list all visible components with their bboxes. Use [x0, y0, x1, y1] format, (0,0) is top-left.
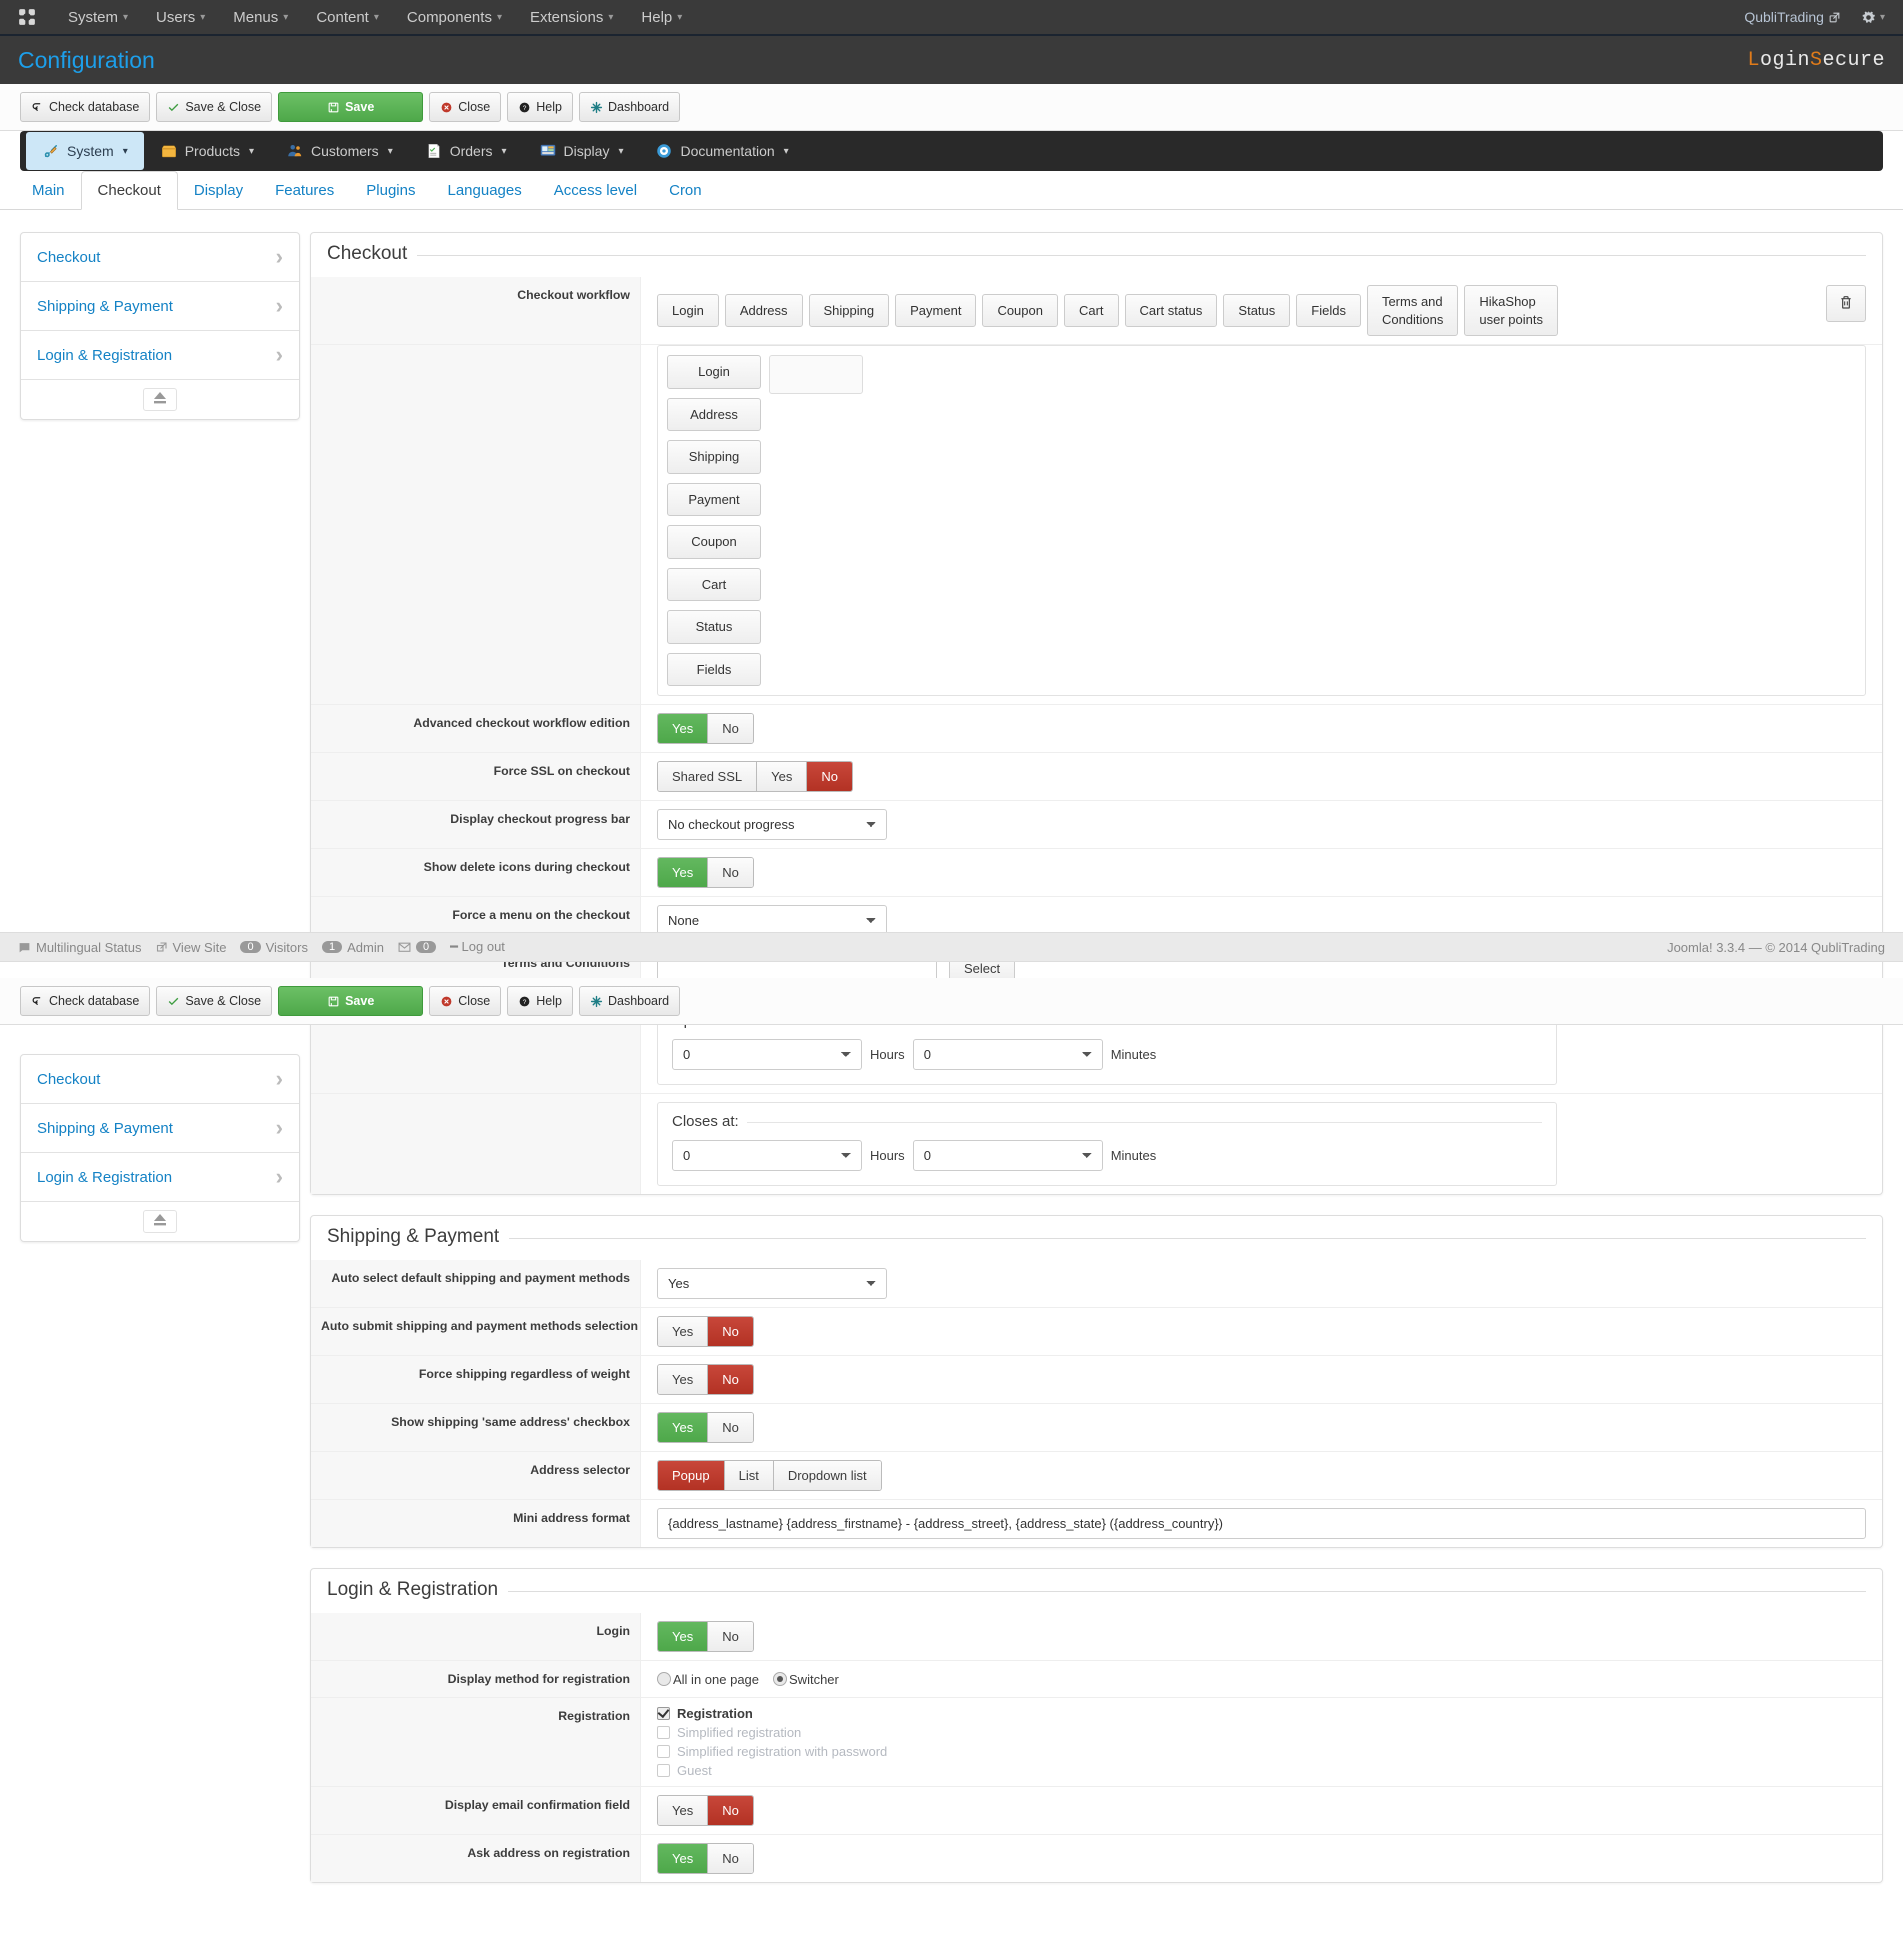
svg-text:?: ?	[523, 104, 527, 111]
svg-text:?: ?	[523, 998, 527, 1005]
